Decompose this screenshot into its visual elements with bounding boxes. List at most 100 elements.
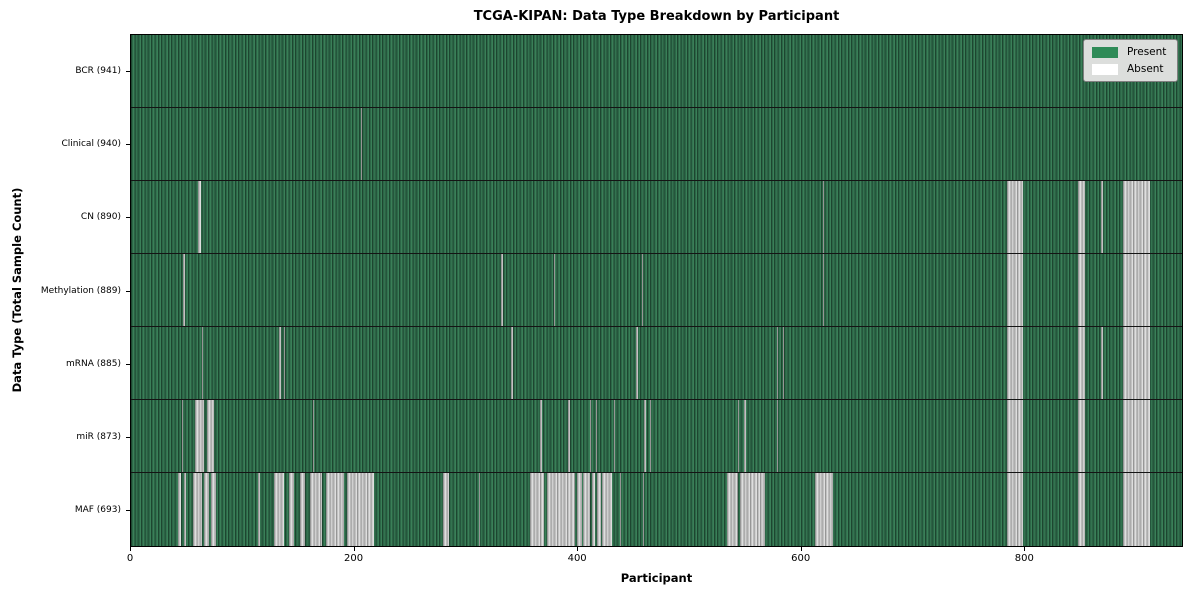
- absent-stripe: [312, 400, 315, 473]
- x-tick-label: 400: [567, 553, 587, 564]
- y-tick-label: CN (890): [80, 212, 121, 223]
- absent-stripe: [583, 473, 591, 546]
- absent-stripe: [619, 473, 621, 546]
- absent-stripe: [822, 254, 825, 327]
- absent-stripe: [210, 473, 216, 546]
- y-tick-label: BCR (941): [75, 65, 121, 76]
- absent-stripe: [726, 473, 738, 546]
- absent-stripe: [1122, 254, 1150, 327]
- absent-stripe: [501, 254, 503, 327]
- absent-stripe: [193, 473, 203, 546]
- absent-stripe: [596, 473, 601, 546]
- absent-stripe: [776, 327, 779, 400]
- absent-stripe: [273, 473, 285, 546]
- absent-stripe: [553, 254, 556, 327]
- x-tick-mark: [800, 547, 802, 551]
- absent-stripe: [511, 327, 513, 400]
- absent-stripe: [204, 473, 210, 546]
- absent-stripe: [602, 473, 612, 546]
- absent-stripe: [288, 473, 294, 546]
- y-tick-label: Clinical (940): [61, 138, 121, 149]
- absent-stripe: [207, 400, 214, 473]
- absent-stripe: [1078, 473, 1085, 546]
- x-tick-label: 200: [344, 553, 364, 564]
- absent-stripe: [360, 108, 363, 181]
- absent-stripe: [649, 400, 651, 473]
- absent-stripe: [1078, 181, 1085, 254]
- absent-stripe: [478, 473, 481, 546]
- row-separator: [131, 325, 1182, 327]
- legend-absent-swatch-icon: [1092, 63, 1118, 75]
- heatmap-row-mRNA: [131, 327, 1182, 400]
- x-tick-mark: [577, 547, 579, 551]
- row-separator: [131, 472, 1182, 473]
- y-tick-label: Methylation (889): [40, 285, 121, 296]
- absent-stripe: [814, 473, 834, 546]
- absent-stripe: [1006, 327, 1023, 400]
- heatmap-row-miR: [131, 400, 1182, 473]
- legend-item-present: Present: [1092, 46, 1169, 58]
- y-tick-mark: [126, 143, 130, 145]
- x-axis-label: Participant: [620, 571, 693, 585]
- absent-stripe: [1122, 181, 1150, 254]
- absent-stripe: [1078, 327, 1085, 400]
- absent-stripe: [744, 400, 746, 473]
- row-separator: [131, 179, 1182, 181]
- y-tick-label: mRNA (885): [66, 358, 121, 369]
- heatmap-row-Methylation: [131, 254, 1182, 327]
- absent-stripe: [589, 400, 591, 473]
- absent-stripe: [283, 327, 285, 400]
- absent-stripe: [1101, 181, 1103, 254]
- absent-stripe: [195, 400, 205, 473]
- absent-stripe: [643, 473, 645, 546]
- absent-stripe: [822, 181, 825, 254]
- y-tick-mark: [126, 437, 130, 439]
- absent-stripe: [300, 473, 306, 546]
- y-tick-mark: [126, 510, 130, 512]
- absent-stripe: [310, 473, 323, 546]
- absent-stripe: [576, 473, 582, 546]
- absent-stripe: [644, 400, 646, 473]
- absent-stripe: [279, 327, 281, 400]
- absent-stripe: [201, 327, 204, 400]
- heatmap-row-MAF: [131, 473, 1182, 546]
- absent-stripe: [641, 254, 644, 327]
- y-tick-label: MAF (693): [74, 505, 121, 516]
- absent-stripe: [1006, 400, 1023, 473]
- absent-stripe: [443, 473, 450, 546]
- absent-stripe: [530, 473, 545, 546]
- x-tick-label: 0: [126, 553, 134, 564]
- chart-title: TCGA-KIPAN: Data Type Breakdown by Parti…: [473, 9, 840, 24]
- absent-stripe: [782, 327, 784, 400]
- absent-stripe: [197, 181, 202, 254]
- absent-stripe: [1078, 254, 1085, 327]
- y-tick-mark: [126, 70, 130, 72]
- x-tick-mark: [1024, 547, 1026, 551]
- y-tick-mark: [126, 290, 130, 292]
- absent-stripe: [737, 400, 740, 473]
- row-separator: [131, 106, 1182, 108]
- absent-stripe: [325, 473, 345, 546]
- x-tick-label: 800: [1014, 553, 1034, 564]
- row-separator: [131, 399, 1182, 400]
- absent-stripe: [546, 473, 576, 546]
- absent-stripe: [1101, 327, 1103, 400]
- absent-stripe: [1122, 400, 1150, 473]
- absent-stripe: [636, 327, 638, 400]
- absent-stripe: [1078, 400, 1085, 473]
- y-tick-mark: [126, 363, 130, 365]
- absent-stripe: [183, 254, 185, 327]
- y-tick-label: miR (873): [76, 432, 121, 443]
- absent-stripe: [1122, 473, 1150, 546]
- absent-stripe: [776, 400, 779, 473]
- legend-item-absent: Absent: [1092, 63, 1169, 75]
- legend: Present Absent: [1083, 39, 1178, 82]
- x-tick-mark: [353, 547, 355, 551]
- absent-stripe: [739, 473, 766, 546]
- absent-stripe: [1006, 181, 1023, 254]
- legend-present-label: Present: [1127, 46, 1167, 58]
- heatmap-row-Clinical: [131, 108, 1182, 181]
- absent-stripe: [347, 473, 374, 546]
- absent-stripe: [183, 473, 187, 546]
